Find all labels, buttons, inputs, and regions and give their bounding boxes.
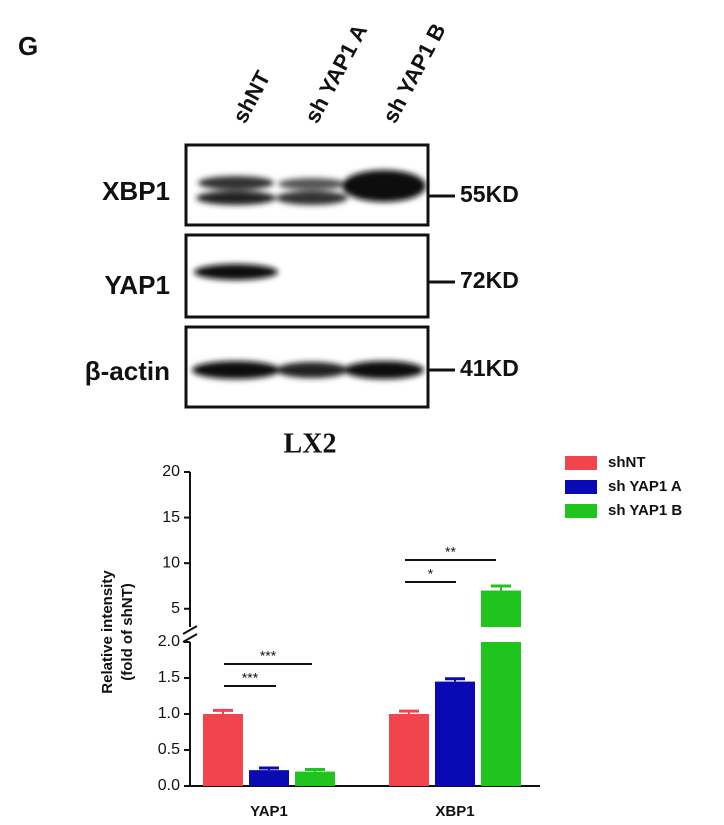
legend-swatch [565, 504, 597, 518]
significance-label: * [428, 566, 434, 582]
size-label: 72KD [460, 267, 519, 293]
bar [295, 771, 335, 786]
bar [389, 714, 429, 786]
legend-swatch [565, 480, 597, 494]
legend-label: sh YAP1 A [608, 478, 682, 495]
lane-label: sh YAP1 A [299, 20, 372, 127]
bar [435, 681, 475, 786]
row-label: YAP1 [104, 270, 170, 300]
significance-label: ** [445, 544, 456, 560]
cell-line: LX2 [284, 428, 337, 459]
bands [192, 170, 426, 379]
y-tick-label: 0.0 [158, 777, 180, 794]
y-axis-label: Relative intensity [99, 570, 116, 694]
legend-swatch [565, 456, 597, 470]
y-tick-label: 2.0 [158, 633, 180, 650]
x-tick-label: XBP1 [435, 803, 474, 820]
y-tick-label: 15 [162, 509, 180, 526]
size-label: 55KD [460, 181, 519, 207]
row-label: β-actin [85, 356, 170, 386]
y-tick-label: 1.0 [158, 705, 180, 722]
lane-label: sh YAP1 B [377, 19, 450, 127]
y-tick-label: 1.5 [158, 669, 180, 686]
y-tick-label: 10 [162, 554, 180, 571]
size-label: 41KD [460, 355, 519, 381]
axis-break [182, 633, 198, 643]
blot [184, 143, 455, 409]
y-tick-label: 5 [171, 600, 180, 617]
panel-label: G [18, 31, 38, 61]
lane-label: shNT [227, 66, 275, 127]
axis-break [182, 625, 198, 635]
y-axis-label: (fold of shNT) [119, 583, 136, 680]
bar [249, 770, 289, 786]
legend-label: sh YAP1 B [608, 502, 682, 519]
significance-label: *** [260, 648, 277, 664]
x-tick-label: YAP1 [250, 803, 288, 820]
bar-upper [481, 590, 521, 627]
row-label: XBP1 [102, 176, 170, 206]
bar [481, 642, 521, 786]
y-tick-label: 0.5 [158, 741, 180, 758]
y-tick-label: 20 [162, 463, 180, 480]
legend-label: shNT [608, 454, 646, 471]
significance-label: *** [242, 670, 259, 686]
bar [203, 714, 243, 786]
